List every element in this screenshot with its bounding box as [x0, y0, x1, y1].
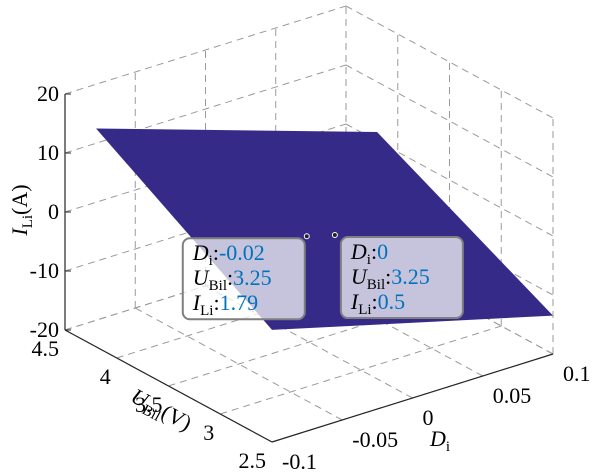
y-tick-label: 2.5	[239, 448, 267, 473]
datatip-text: ILi:0.5	[350, 289, 405, 318]
label-main: I	[350, 289, 360, 314]
x-axis	[271, 353, 554, 443]
label-sep: :	[227, 265, 233, 290]
datatip-text: Di:-0.02	[192, 240, 265, 269]
z-tick-label: 20	[37, 81, 59, 106]
y-tick-label: 3	[203, 420, 214, 445]
x-tick-label: 0.1	[563, 361, 591, 386]
label-sub: Li	[358, 302, 371, 318]
z-tick-label: -10	[30, 258, 59, 283]
datatip-text: ILi:1.79	[192, 290, 258, 319]
x-tick-label: 0.05	[493, 383, 532, 408]
z-tick-label: -20	[30, 317, 59, 342]
y-tick-label: 3.5	[135, 392, 163, 417]
x-axis-label: Di	[429, 426, 450, 455]
datatip-point	[303, 233, 310, 240]
grid-line	[64, 5, 347, 95]
label-sep: :	[372, 289, 378, 314]
label-sub: Bil	[139, 402, 163, 425]
datatip-box	[181, 237, 306, 321]
grid-line	[345, 5, 554, 119]
datatip-box	[339, 236, 464, 320]
label-sep: :	[371, 239, 377, 264]
z-axis-label: ILi(A)	[7, 184, 36, 236]
z-tick-label: 10	[37, 140, 59, 165]
label-main: D	[429, 426, 446, 451]
label-sub: Bil	[367, 277, 385, 293]
datatip-text: UBil:3.25	[193, 265, 272, 294]
label-main: I	[7, 227, 32, 237]
grid-line	[135, 307, 343, 421]
grid-line	[345, 64, 554, 178]
label-sub: Li	[200, 303, 213, 319]
label-main: D	[350, 239, 367, 264]
grid-line	[220, 325, 502, 415]
datatip-value: 0.5	[378, 289, 406, 314]
surface	[96, 128, 554, 330]
label-sep: :	[213, 240, 219, 265]
x-tick-label: -0.1	[282, 449, 317, 474]
datatip-value: 1.79	[220, 290, 259, 315]
label-main: U	[193, 265, 211, 290]
datatip-value: -0.02	[219, 240, 265, 265]
datatip-value: 3.25	[233, 265, 272, 290]
label-main: D	[192, 240, 209, 265]
datatip-text: UBil:3.25	[351, 264, 430, 293]
label-unit: (A)	[7, 184, 32, 215]
y-tick-label: 4	[100, 364, 111, 389]
label-sub: Bil	[209, 278, 227, 294]
y-tick-label: 4.5	[32, 336, 60, 361]
z-tick-label: 0	[48, 199, 59, 224]
datatip-text: Di:0	[350, 239, 388, 268]
y-axis	[64, 329, 273, 443]
label-sep: :	[385, 264, 391, 289]
label-main: U	[351, 264, 369, 289]
label-unit: (V)	[157, 399, 196, 435]
x-tick-label: -0.05	[352, 427, 398, 452]
label-sep: :	[213, 290, 219, 315]
label-sub: i	[367, 252, 371, 268]
datatip-value: 0	[377, 239, 388, 264]
label-sub: i	[209, 253, 213, 269]
datatip-point	[331, 232, 338, 239]
x-tick-label: 0	[423, 405, 434, 430]
label-main: I	[192, 290, 202, 315]
label-sub: i	[446, 439, 450, 455]
datatip-value: 3.25	[391, 264, 430, 289]
label-sub: Li	[20, 215, 36, 228]
